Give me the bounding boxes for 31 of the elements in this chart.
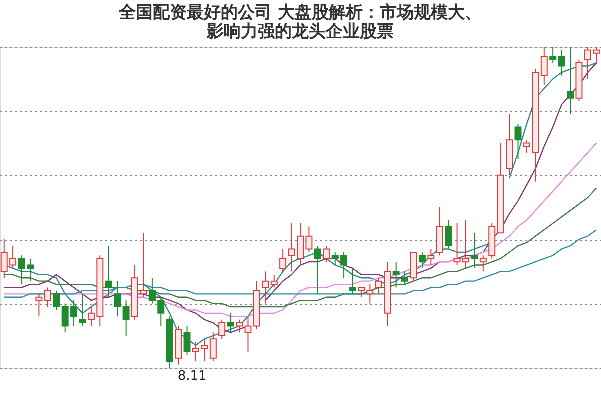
candlestick [471, 232, 478, 269]
candlestick [558, 50, 566, 76]
candlestick [53, 290, 60, 311]
candlestick [270, 274, 278, 288]
candlestick [550, 47, 557, 64]
candlestick [349, 268, 356, 295]
candlestick [44, 287, 52, 308]
candlestick [36, 294, 43, 318]
candlestick [210, 332, 217, 362]
candlestick [392, 262, 400, 288]
candlestick [402, 271, 409, 286]
candlestick [428, 248, 435, 266]
candlestick [218, 319, 226, 340]
candlestick [280, 248, 287, 272]
candlestick [122, 300, 130, 336]
candlestick [540, 47, 548, 86]
candlestick [105, 246, 112, 298]
candlestick [314, 246, 322, 295]
candlestick [514, 124, 522, 160]
candlestick [445, 220, 452, 250]
candlestick [567, 47, 574, 115]
candlestick [79, 294, 86, 327]
text: 8.11 [178, 369, 207, 384]
candlestick [227, 312, 234, 334]
candlestick [114, 280, 122, 318]
chart-title: 全国配资最好的公司 大盘股解析：市场规模大、影响力强的龙头企业股票 [118, 3, 482, 42]
candlestick [184, 326, 191, 356]
candlestick [323, 246, 330, 263]
candlestick [418, 252, 426, 269]
candlestick [480, 255, 487, 272]
candlestick [262, 271, 270, 304]
